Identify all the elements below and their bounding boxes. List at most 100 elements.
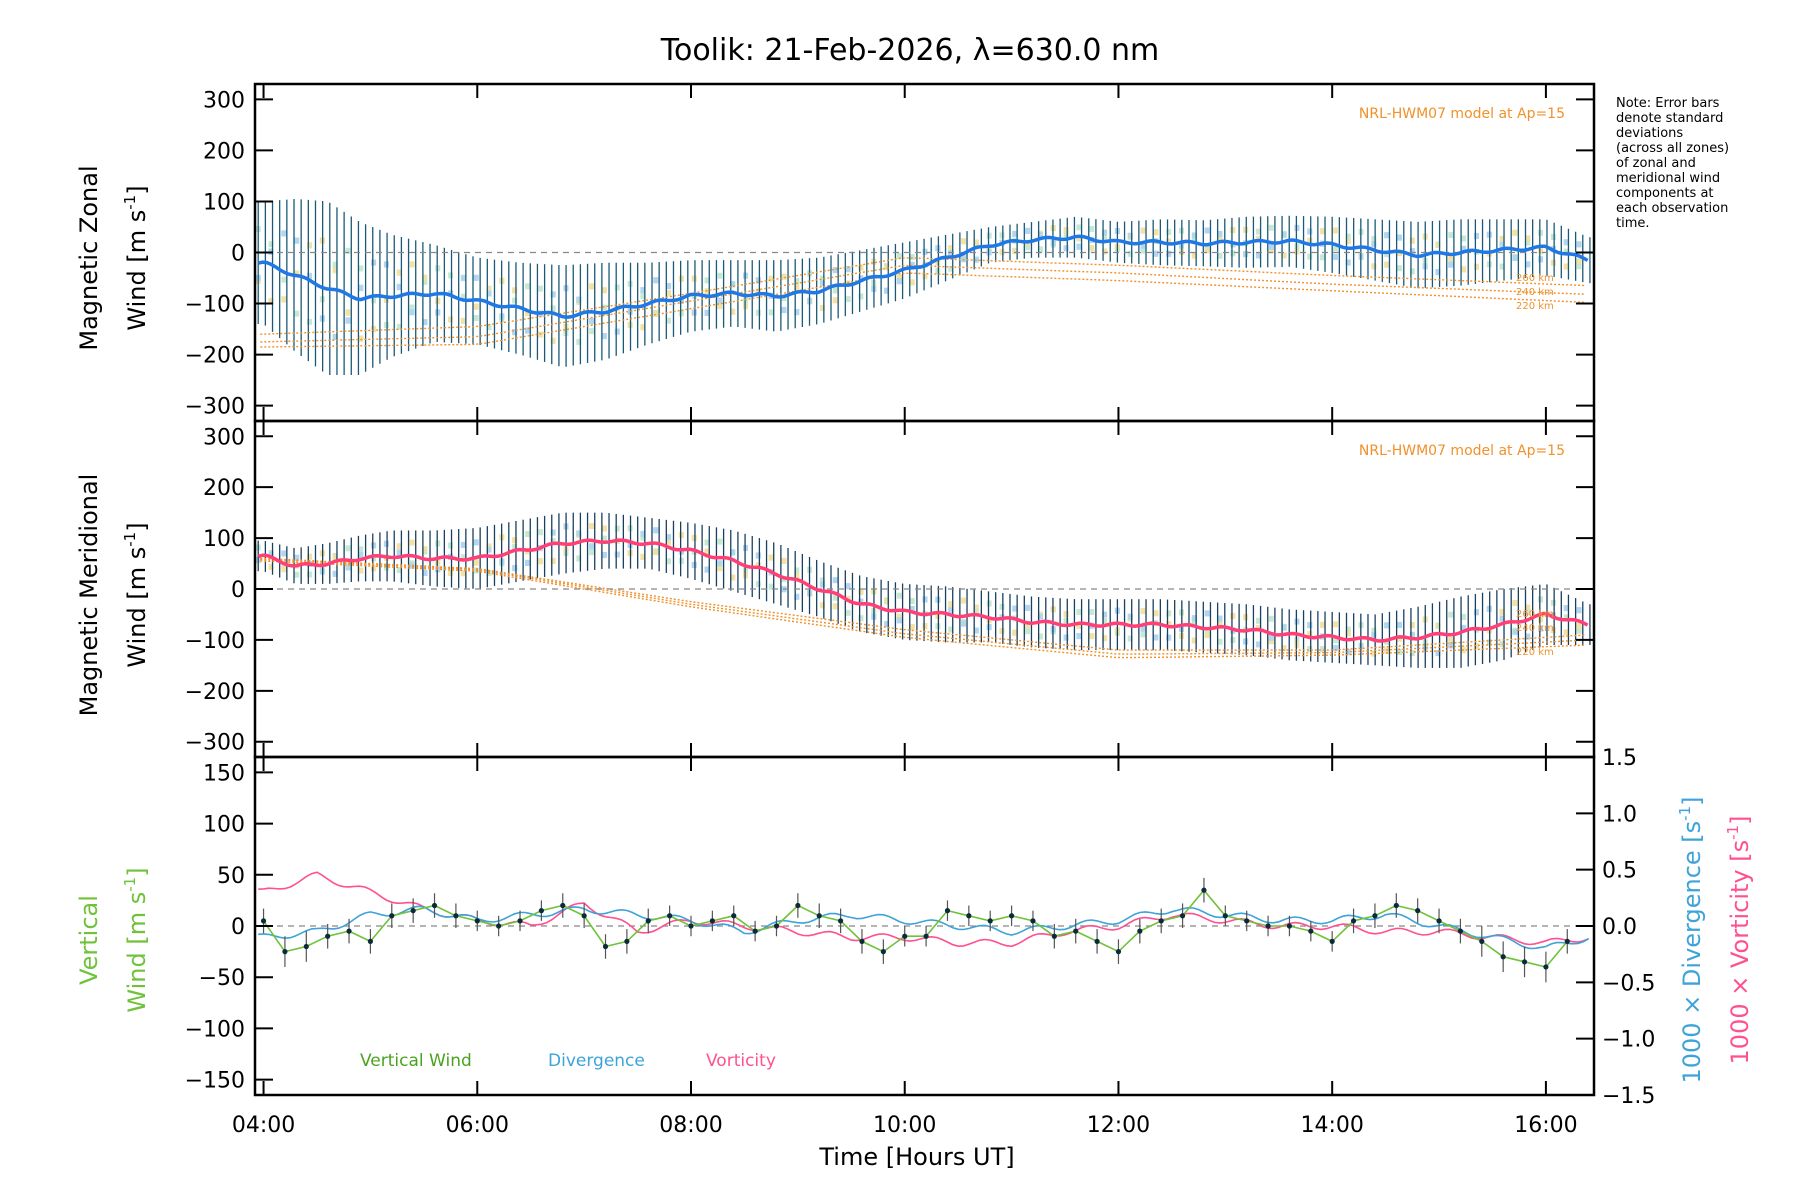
zonal-zone-marker (1563, 263, 1569, 270)
meridional-mean-wind-line (257, 538, 1589, 643)
meridional-zone-marker (1281, 624, 1287, 631)
zonal-model-line-0 (260, 257, 1586, 335)
vertical-wind-point (838, 918, 844, 924)
meridional-zone-marker (1140, 608, 1146, 615)
meridional-zone-marker (1268, 634, 1274, 641)
meridional-zone-marker (1512, 628, 1518, 635)
vertical-ylabel-line2-text: Wind [m s-1] (121, 867, 151, 1012)
zonal-zone-marker (1448, 261, 1454, 268)
meridional-zone-marker (1191, 637, 1197, 644)
vertical-wind-point (303, 943, 309, 950)
meridional-zone-marker (345, 564, 351, 571)
meridional-zone-marker (1563, 605, 1569, 612)
meridional-zone-marker (717, 565, 723, 572)
meridional-zone-marker (1448, 611, 1454, 618)
meridional-zone-marker (601, 525, 607, 532)
zonal-zone-marker (1025, 227, 1031, 234)
vertical-wind-point (1457, 928, 1464, 934)
zonal-zone-marker (1166, 250, 1172, 257)
meridional-zone-marker (704, 539, 710, 546)
zonal-zone-marker (1076, 243, 1082, 250)
legend-vorticity: Vorticity (706, 1051, 776, 1071)
vertical-wind-point (1030, 918, 1036, 924)
zonal-zone-marker (358, 265, 364, 272)
meridional-zone-marker (268, 563, 274, 570)
zonal-zone-marker (1102, 248, 1108, 255)
meridional-zone-marker (307, 553, 313, 560)
zonal-zone-marker (794, 278, 800, 285)
meridional-zone-marker (858, 588, 864, 595)
meridional-zone-marker (1332, 621, 1338, 628)
meridional-zone-marker (576, 530, 582, 537)
meridional-zone-marker (1089, 608, 1095, 615)
zonal-zone-marker (332, 333, 338, 340)
meridional-zone-marker (1204, 631, 1210, 638)
vertical-wind-point (1073, 928, 1079, 934)
meridional-zone-marker (1461, 624, 1467, 631)
vertical-wind-point (795, 902, 801, 909)
meridional-zone-marker (678, 557, 684, 564)
zonal-zone-marker (755, 277, 761, 284)
zonal-zone-marker (589, 318, 595, 325)
zonal-zone-marker (961, 238, 967, 245)
meridional-zone-marker (704, 566, 710, 573)
zonal-zone-marker (922, 273, 928, 280)
zonal-zone-marker (691, 309, 697, 316)
meridional-zone-marker (755, 562, 761, 569)
vertical-wind-point (667, 913, 673, 919)
meridional-zone-marker (1307, 646, 1313, 653)
meridional-ylabel-line2-text: Wind [m s-1] (121, 522, 151, 667)
divergence-y2label: 1000 × Divergence [s-1] (1676, 796, 1706, 1083)
zonal-zone-marker (1371, 241, 1377, 248)
meridional-ylabel-unit-sup: -1 (121, 532, 139, 547)
meridional-zone-marker (589, 522, 595, 529)
meridional-zone-marker (281, 566, 287, 573)
zonal-zone-marker (1204, 247, 1210, 254)
meridional-zone-marker (896, 613, 902, 620)
zonal-zone-marker (1461, 235, 1467, 242)
zonal-zone-marker (486, 290, 492, 297)
y2-tick-label: 0.0 (1602, 915, 1637, 940)
vertical-wind-point (560, 902, 566, 909)
zonal-zone-marker (589, 328, 595, 335)
zonal-zone-marker (704, 309, 710, 316)
vertical-wind-point (496, 923, 502, 929)
zonal-zone-marker (1461, 266, 1467, 273)
meridional-zone-marker (948, 607, 954, 614)
zonal-zone-marker (460, 293, 466, 300)
vertical-wind-point (1415, 908, 1421, 914)
meridional-zone-marker (1525, 633, 1531, 640)
meridional-zone-marker (1127, 635, 1133, 642)
zonal-zone-marker (948, 250, 954, 257)
meridional-zone-marker (781, 557, 787, 564)
zonal-zone-marker (1063, 245, 1069, 252)
meridional-zone-marker (884, 621, 890, 628)
zonal-zone-marker (1397, 265, 1403, 272)
meridional-zone-marker (601, 535, 607, 542)
meridional-model-alt-240: 240 km (1516, 623, 1554, 634)
meridional-zone-marker (1140, 631, 1146, 638)
meridional-zone-marker (601, 552, 607, 559)
meridional-ylabel: Magnetic Meridional (75, 474, 103, 717)
vertical-wind-point (709, 918, 715, 924)
zonal-zone-marker (768, 275, 774, 282)
meridional-zone-marker (512, 565, 518, 572)
meridional-zone-marker (460, 570, 466, 577)
zonal-zone-marker (794, 284, 800, 291)
vertical-wind-point (367, 938, 374, 944)
vertical-wind-point (325, 933, 331, 939)
zonal-zone-marker (819, 304, 825, 311)
meridional-ytick-label: −300 (185, 731, 245, 756)
meridional-model-line-0 (260, 557, 1586, 651)
vertical-ytick-label: −150 (185, 1069, 245, 1094)
meridional-zone-marker (1230, 637, 1236, 644)
zonal-zone-marker (691, 275, 697, 282)
meridional-zone-marker (1345, 630, 1351, 637)
vertical-wind-point (1158, 918, 1164, 924)
meridional-zone-marker (961, 620, 967, 627)
meridional-zone-marker (614, 525, 620, 532)
vertical-frame (253, 755, 1596, 1097)
zonal-ylabel-line1: Magnetic Zonal (75, 165, 103, 350)
zonal-model-alt-260: 260 km (1516, 273, 1554, 284)
